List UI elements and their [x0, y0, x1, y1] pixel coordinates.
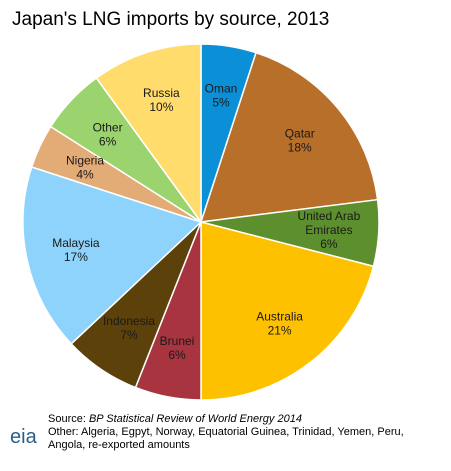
- pie-label-nigeria: Nigeria 4%: [66, 153, 104, 181]
- pie-label-malaysia: Malaysia 17%: [52, 236, 100, 264]
- pie-label-australia: Australia 21%: [256, 309, 303, 337]
- source-line: Source: BP Statistical Review of World E…: [48, 413, 448, 426]
- pie-label-other: Other 6%: [93, 120, 123, 148]
- pie-label-brunei: Brunei 6%: [160, 334, 195, 362]
- other-note-line-2: Angola, re-exported amounts: [48, 439, 190, 451]
- pie-label-indonesia: Indonesia 7%: [103, 314, 155, 342]
- source-note: Source: BP Statistical Review of World E…: [48, 413, 448, 452]
- eia-logo: eia: [10, 426, 37, 448]
- pie-slice-qatar: [199, 51, 379, 223]
- pie-label-russia: Russia 10%: [143, 86, 180, 114]
- source-prefix: Source:: [48, 413, 89, 425]
- pie-slice-malaysia: [22, 166, 203, 345]
- other-note-line-1: Other: Algeria, Egpyt, Norway, Equatoria…: [48, 426, 404, 438]
- pie-label-qatar: Qatar 18%: [285, 126, 315, 154]
- pie-label-united-arab: United Arab Emirates 6%: [298, 209, 361, 251]
- pie-slice-australia: [200, 221, 375, 401]
- pie-label-oman: Oman 5%: [205, 81, 238, 109]
- pie-slice-russia: [95, 43, 202, 225]
- source-publication: BP Statistical Review of World Energy 20…: [88, 413, 302, 425]
- chart-title: Japan's LNG imports by source, 2013: [12, 9, 330, 30]
